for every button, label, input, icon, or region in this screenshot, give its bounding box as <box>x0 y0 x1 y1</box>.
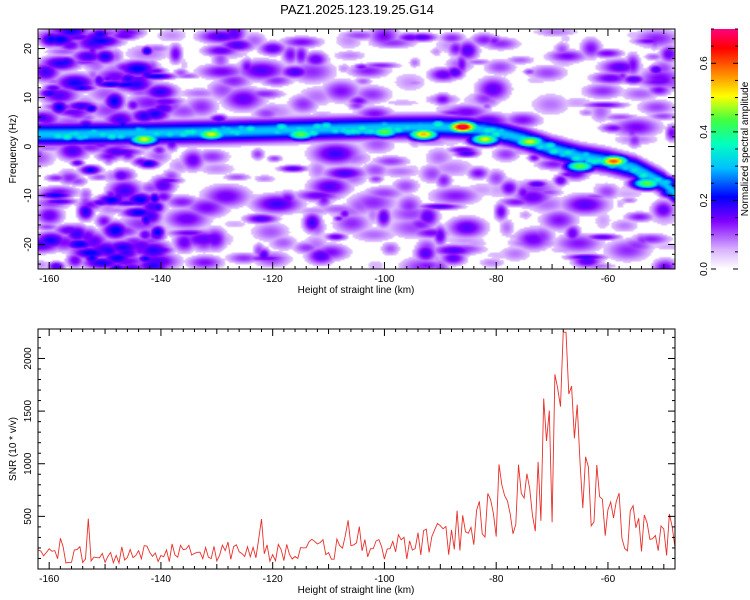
y-tick-label: -10 <box>23 188 34 203</box>
spectrogram-heatmap <box>38 29 675 269</box>
figure-title: PAZ1.2025.123.19.25.G14 <box>280 2 434 17</box>
x-tick-label: -80 <box>489 274 504 285</box>
x-tick-label: -140 <box>151 274 171 285</box>
y-tick-label: 2000 <box>23 347 34 370</box>
y-tick-label: 20 <box>23 43 34 55</box>
snr-series-line <box>38 331 675 565</box>
colorbar-tick-label: 0.2 <box>699 193 710 207</box>
spectrogram-frame <box>37 28 676 270</box>
x-tick-label: -80 <box>489 574 504 585</box>
y-tick-label: 10 <box>23 92 34 104</box>
colorbar: 0.0 0.2 0.4 0.6 Normalized spectral amplitu… <box>699 28 750 276</box>
colorbar-tick-label: 0.4 <box>699 124 710 138</box>
colorbar-gradient <box>711 29 738 269</box>
y-tick-label: 500 <box>23 508 34 525</box>
x-tick-label: -60 <box>601 274 616 285</box>
spectrogram-x-label: Height of straight line (km) <box>298 285 415 296</box>
x-tick-label: -160 <box>39 274 59 285</box>
snr-plot-area <box>38 329 675 569</box>
snr-x-label: Height of straight line (km) <box>298 585 415 596</box>
spectrogram-y-label: Frequency (Hz) <box>8 115 19 184</box>
snr-frame <box>37 328 676 570</box>
y-tick-label: 0 <box>23 143 34 149</box>
y-tick-label: 1000 <box>23 452 34 475</box>
colorbar-label: Normalized spectral amplitude <box>740 81 750 216</box>
x-tick-label: -160 <box>39 574 59 585</box>
x-tick-label: -120 <box>263 274 283 285</box>
colorbar-ticks: 0.0 0.2 0.4 0.6 <box>699 28 738 276</box>
y-tick-label: 1500 <box>23 400 34 423</box>
x-tick-label: -120 <box>263 574 283 585</box>
snr-ticks: -160 -140 -120 -100 -80 -60 500 1000 1500 2000 <box>23 329 676 585</box>
x-tick-label: -60 <box>601 574 616 585</box>
snr-y-label: SNR (10 * v/v) <box>8 417 19 481</box>
colorbar-tick-label: 0.0 <box>699 262 710 276</box>
snr-panel: -160 -140 -120 -100 -80 -60 500 1000 1500 2000 He… <box>8 328 676 596</box>
x-tick-label: -140 <box>151 574 171 585</box>
y-tick-label: -20 <box>23 237 34 252</box>
colorbar-tick-label: 0.6 <box>699 56 710 70</box>
x-tick-label: -100 <box>374 574 394 585</box>
x-tick-label: -100 <box>374 274 394 285</box>
